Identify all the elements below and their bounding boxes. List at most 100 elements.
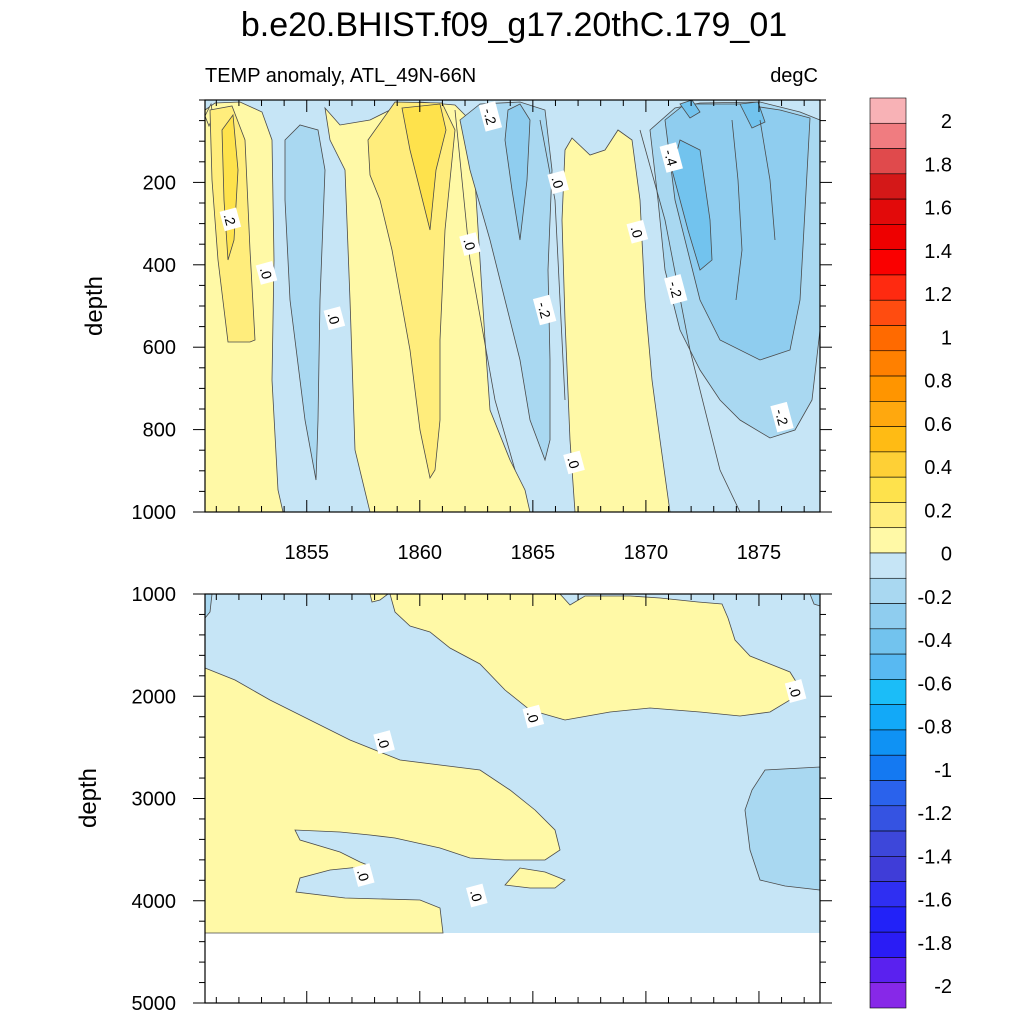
contour-label-bg (466, 883, 488, 908)
bottom-ticks (193, 593, 832, 1004)
colorbar-swatch (869, 856, 907, 882)
colorbar-swatch (869, 299, 907, 326)
contour-label-bg (478, 101, 503, 132)
contour-label: .0 (522, 704, 545, 729)
top-cool-region (504, 103, 531, 241)
contour-label: .0 (373, 730, 395, 754)
contour-label-bg (547, 170, 570, 195)
colorbar-swatch (869, 401, 907, 427)
contour-label-text: .0 (548, 175, 567, 191)
colorbar-swatch (869, 704, 907, 731)
colorbar-label: -0.2 (918, 587, 952, 609)
colorbar-label: -0.8 (918, 717, 952, 739)
contour-label-bg (255, 261, 278, 285)
bottom-warm-region (204, 667, 561, 934)
contour-label: -.2 (532, 294, 557, 326)
top-x-tick-label: 1855 (284, 542, 329, 564)
bottom-panel: .0 .0 .0 .0 .0 1000 2000 3000 4000 5000 depth (75, 584, 832, 1015)
colorbar-label: -0.4 (918, 630, 952, 652)
colorbar-label: 1.2 (924, 284, 952, 306)
top-x-tick-label: 1875 (737, 542, 782, 564)
colorbar-boxes (869, 97, 907, 1009)
colorbar-swatch (869, 97, 907, 124)
top-y-tick-label: 800 (143, 420, 176, 442)
contour-label: -.2 (664, 274, 688, 305)
contour-label-text: .0 (564, 455, 583, 471)
no-data-area (205, 933, 820, 1003)
colorbar-labels: 2 1.8 1.6 1.4 1.2 1 0.8 0.6 0.4 0.2 0 -0.2 -0.4 -0.6 -… (918, 111, 952, 998)
contour-label-bg (373, 730, 395, 754)
contour-label-bg (522, 704, 545, 729)
top-y-tick-label: 600 (143, 337, 176, 359)
colorbar-swatch (869, 451, 907, 478)
contour-label-text: .0 (460, 236, 479, 252)
top-contour-labels: .2 .0 .0 .0 -.2 -.2 .0 .0 .0 -.4 -.2 -.2 (219, 101, 794, 475)
colorbar-swatch (869, 577, 907, 604)
contour-label-text: -.4 (661, 148, 681, 168)
contour-label-text: .0 (257, 265, 276, 281)
bottom-y-tick-label: 4000 (132, 891, 177, 913)
colorbar-swatch (869, 754, 907, 781)
contour-label-text: -.2 (665, 280, 685, 300)
colorbar-swatch (869, 375, 907, 402)
colorbar-swatch (869, 906, 907, 933)
variable-label: TEMP anomaly, ATL_49N-66N (205, 65, 476, 87)
colorbar-label: 0.6 (924, 414, 952, 436)
top-x-ticklabels: 1855 1860 1865 1870 1875 (284, 542, 781, 564)
top-x-tick-label: 1870 (624, 542, 669, 564)
contour-label: -.2 (770, 401, 794, 433)
colorbar-swatch (869, 805, 907, 832)
top-cool-region (679, 99, 701, 119)
contour-label-bg (770, 401, 794, 433)
contour-label: .0 (563, 450, 585, 475)
bottom-y-ticklabels: 1000 2000 3000 4000 5000 (132, 584, 177, 1015)
colorbar-label: 0.8 (924, 371, 952, 393)
units-label: degC (770, 65, 818, 87)
top-contour-line (759, 119, 776, 241)
contour-label-text: .0 (524, 709, 543, 725)
colorbar-swatch (869, 198, 907, 225)
top-y-tick-label: 200 (143, 172, 176, 194)
contour-label: .0 (466, 883, 488, 908)
colorbar-swatch (869, 502, 907, 529)
colorbar-swatch (869, 122, 907, 149)
colorbar-swatch (869, 476, 907, 503)
colorbar-swatch (869, 249, 907, 276)
bottom-contour-labels: .0 .0 .0 .0 .0 (352, 679, 807, 908)
contour-label: -.2 (478, 101, 503, 132)
bottom-y-tick-label: 2000 (132, 686, 177, 708)
colorbar-label: -2 (934, 976, 952, 998)
contour-label-bg (219, 207, 242, 232)
bottom-y-tick-label: 5000 (132, 993, 177, 1015)
colorbar-swatch (869, 957, 907, 984)
colorbar-label: 0 (941, 544, 952, 566)
colorbar-swatch (869, 881, 907, 908)
top-cool-region (459, 101, 553, 462)
top-contour-line (454, 109, 516, 471)
colorbar-label: 1.8 (924, 154, 952, 176)
colorbar-label: 0.4 (924, 457, 952, 479)
colorbar-swatch (869, 350, 907, 377)
colorbar-swatch (869, 148, 907, 175)
bottom-y-axis-label: depth (75, 768, 102, 828)
colorbar-label: 0.2 (924, 500, 952, 522)
contour-label: .0 (459, 232, 481, 256)
top-warm-region (401, 103, 447, 231)
colorbar-swatch (869, 274, 907, 301)
colorbar-swatch (869, 653, 907, 680)
contour-label-bg (784, 679, 807, 703)
colorbar-label: 2 (941, 111, 952, 133)
contour-label: .0 (323, 306, 346, 331)
bottom-warm-region (504, 867, 566, 889)
contour-label-text: .0 (628, 224, 647, 240)
colorbar-swatch (869, 552, 907, 579)
contour-label-text: .0 (354, 867, 373, 883)
colorbar-swatch (869, 679, 907, 705)
top-contour-line (539, 119, 566, 401)
colorbar-label: 1.4 (924, 241, 952, 263)
contour-label-bg (352, 863, 375, 887)
contour-label-text: -.2 (534, 300, 554, 320)
top-y-axis-label: depth (81, 276, 108, 336)
contour-label-bg (532, 294, 557, 326)
